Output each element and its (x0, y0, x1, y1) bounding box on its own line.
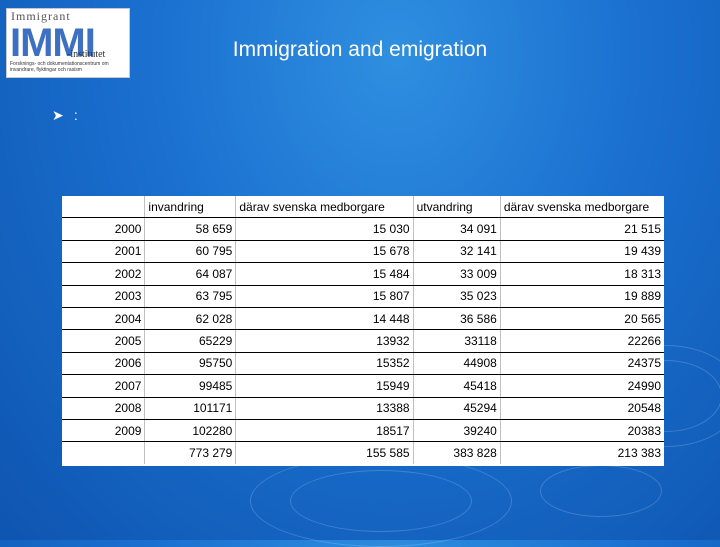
total-cell: 155 585 (235, 441, 414, 464)
slide-title: Immigration and emigration (0, 38, 720, 62)
value-cell: 63 795 (144, 285, 237, 308)
logo-institute-text: -institutet (67, 49, 106, 60)
value-cell: 15949 (235, 374, 414, 398)
value-cell: 95750 (144, 352, 237, 376)
value-cell: 45418 (413, 374, 501, 398)
logo-subtitle: Forsknings- och dokumentationscentrum om… (10, 61, 109, 73)
value-cell: 15 807 (235, 285, 414, 308)
table-header-row: invandring därav svenska medborgare utva… (62, 196, 664, 219)
value-cell: 32 141 (413, 240, 501, 264)
value-cell: 24990 (500, 374, 664, 398)
value-cell: 15 484 (235, 262, 414, 286)
logo-mark: IMMI (10, 21, 96, 65)
year-cell: 2008 (62, 397, 146, 420)
migration-table: invandring därav svenska medborgare utva… (62, 196, 664, 466)
value-cell: 15 030 (235, 217, 414, 241)
header-immigration: invandring (144, 196, 237, 219)
value-cell: 21 515 (500, 217, 664, 241)
value-cell: 22266 (500, 329, 664, 353)
total-cell (62, 441, 146, 464)
header-immigration-swedish: därav svenska medborgare (235, 196, 414, 219)
value-cell: 35 023 (413, 285, 501, 308)
value-cell: 15352 (235, 352, 414, 376)
table-row: 2003 63 795 15 807 35 023 19 889 (62, 285, 664, 308)
total-cell: 213 383 (617, 445, 661, 460)
value-cell: 24375 (500, 352, 664, 376)
value-cell: 65229 (144, 329, 237, 353)
table-row: 2004 62 028 14 448 36 586 20 565 (62, 307, 664, 331)
value-cell: 33 009 (413, 262, 501, 286)
value-cell: 62 028 (144, 307, 237, 331)
value-cell: 64 087 (144, 262, 237, 286)
value-cell: 45294 (413, 397, 501, 420)
year-cell: 2005 (62, 329, 146, 353)
year-cell: 2004 (62, 307, 146, 331)
slide-title-text: Immigration and emigration (232, 38, 488, 61)
value-cell: 33118 (413, 329, 501, 353)
table-row: 2006 95750 15352 44908 24375 (62, 352, 664, 376)
year-cell: 2001 (62, 240, 146, 264)
immi-logo: Immigrant IMMI -institutet Forsknings- o… (6, 8, 130, 78)
year-cell: 2003 (62, 285, 146, 308)
bullet-text: : (73, 107, 78, 123)
total-cell: 773 279 (144, 441, 237, 464)
value-cell: 102280 (144, 419, 237, 443)
year-cell: 2006 (62, 352, 146, 376)
value-cell: 14 448 (235, 307, 414, 331)
table-row: 2005 65229 13932 33118 22266 (62, 329, 664, 353)
year-cell: 2002 (62, 262, 146, 286)
value-cell: 19 439 (500, 240, 664, 264)
header-emigration: utvandring (413, 196, 501, 219)
table-row: 2002 64 087 15 484 33 009 18 313 (62, 262, 664, 286)
header-emigration-swedish: därav svenska medborgare (500, 196, 664, 219)
value-cell: 99485 (144, 374, 237, 398)
bullet-line: ➤ : (52, 107, 78, 124)
value-cell: 13932 (235, 329, 414, 353)
value-cell: 39240 (413, 419, 501, 443)
table-row: 2007 99485 15949 45418 24990 (62, 374, 664, 398)
header-year (62, 196, 146, 219)
arrow-bullet-icon: ➤ (52, 107, 64, 123)
table-row: 2008 101171 13388 45294 20548 (62, 397, 664, 420)
value-cell: 44908 (413, 352, 501, 376)
value-cell: 20383 (500, 419, 664, 443)
year-cell: 2009 (62, 419, 146, 443)
ripple-decoration (250, 455, 512, 547)
value-cell: 58 659 (144, 217, 237, 241)
table-row: 2009 102280 18517 39240 20383 (62, 419, 664, 443)
year-cell: 2007 (62, 374, 146, 398)
totals-row: 773 279 155 585 383 828 213 383 (62, 441, 664, 464)
table-row: 2000 58 659 15 030 34 091 21 515 (62, 217, 664, 241)
value-cell: 36 586 (413, 307, 501, 331)
value-cell: 34 091 (413, 217, 501, 241)
table-row: 2001 60 795 15 678 32 141 19 439 (62, 240, 664, 264)
value-cell: 18 313 (500, 262, 664, 286)
value-cell: 13388 (235, 397, 414, 420)
value-cell: 15 678 (235, 240, 414, 264)
value-cell: 20548 (500, 397, 664, 420)
ripple-decoration (540, 465, 662, 517)
value-cell: 19 889 (500, 285, 664, 308)
value-cell: 20 565 (500, 307, 664, 331)
value-cell: 18517 (235, 419, 414, 443)
year-cell: 2000 (62, 217, 146, 241)
value-cell: 101171 (144, 397, 237, 420)
value-cell: 60 795 (144, 240, 237, 264)
total-cell: 383 828 (413, 441, 501, 464)
logo-top-text: Immigrant (11, 9, 71, 23)
